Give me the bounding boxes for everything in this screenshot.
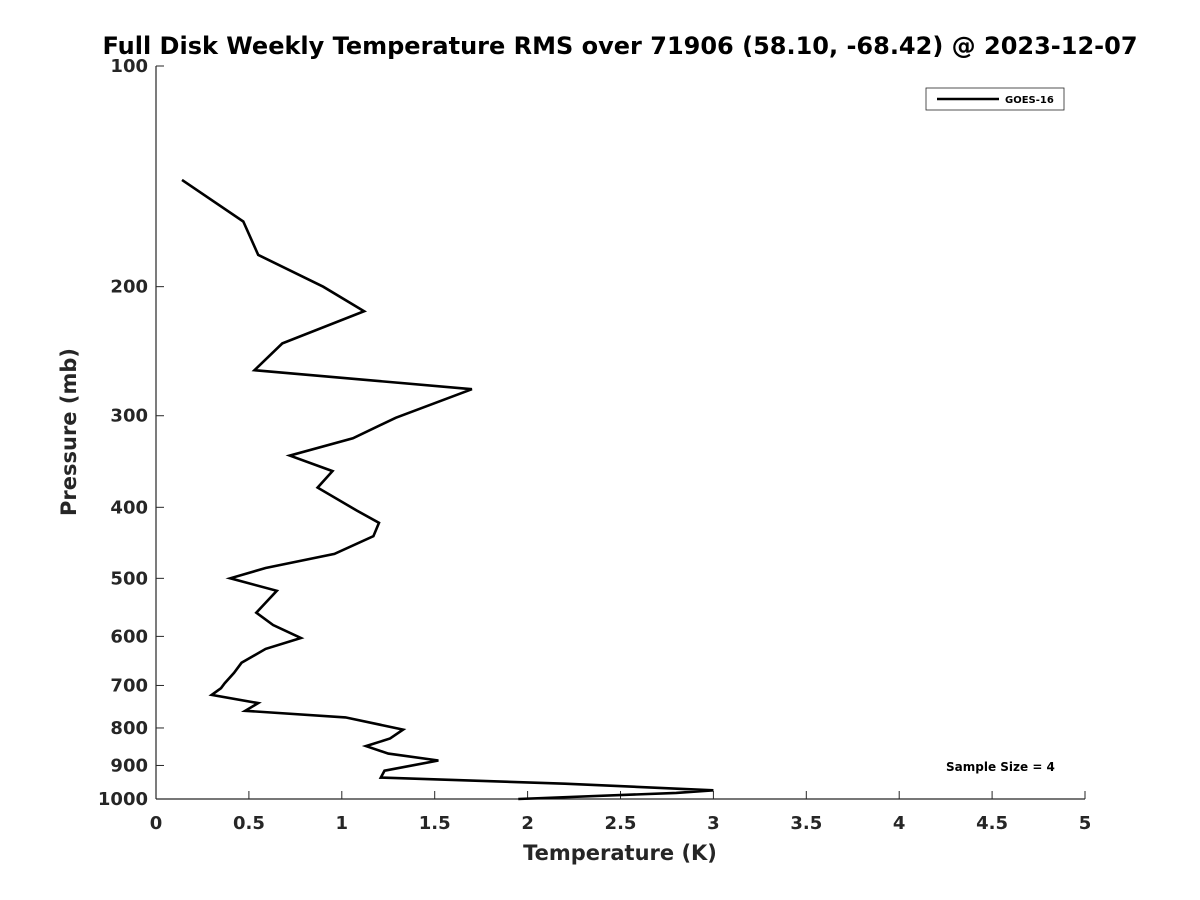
x-tick-label: 1: [336, 813, 349, 834]
y-tick-label: 700: [110, 675, 148, 696]
x-tick-label: 1.5: [419, 813, 451, 834]
x-tick-label: 2: [521, 813, 534, 834]
legend: GOES-16: [925, 87, 1065, 111]
y-tick-label: 400: [110, 497, 148, 518]
series-line-goes-16: [181, 178, 714, 801]
plot-area: 0 0.5 1 1.5 2 2.5 3 3.5 4 4.5 5 100 200 300 400 500 600…: [98, 56, 1091, 834]
x-tick-label: 0.5: [233, 813, 265, 834]
y-ticks: 100 200 300 400 500 600 700 800 900 1000: [98, 56, 164, 810]
y-tick-label: 300: [110, 406, 148, 427]
x-axis-label: Temperature (K): [523, 841, 717, 865]
y-tick-label: 100: [110, 56, 148, 77]
y-tick-label: 1000: [98, 789, 148, 810]
y-axis-label: Pressure (mb): [57, 348, 81, 516]
x-tick-label: 5: [1079, 813, 1092, 834]
y-tick-label: 600: [110, 626, 148, 647]
x-ticks: 0 0.5 1 1.5 2 2.5 3 3.5 4 4.5 5: [150, 791, 1092, 834]
x-tick-label: 3.5: [790, 813, 822, 834]
y-tick-label: 200: [110, 277, 148, 298]
y-tick-label: 500: [110, 568, 148, 589]
y-tick-label: 900: [110, 755, 148, 776]
legend-label-goes-16: GOES-16: [1005, 95, 1054, 106]
sample-size-annotation: Sample Size = 4: [946, 760, 1055, 774]
x-tick-label: 4: [893, 813, 906, 834]
x-tick-label: 0: [150, 813, 163, 834]
x-tick-label: 2.5: [605, 813, 637, 834]
x-tick-label: 4.5: [976, 813, 1008, 834]
chart-title: Full Disk Weekly Temperature RMS over 71…: [102, 32, 1137, 60]
y-tick-label: 800: [110, 718, 148, 739]
x-tick-label: 3: [707, 813, 720, 834]
